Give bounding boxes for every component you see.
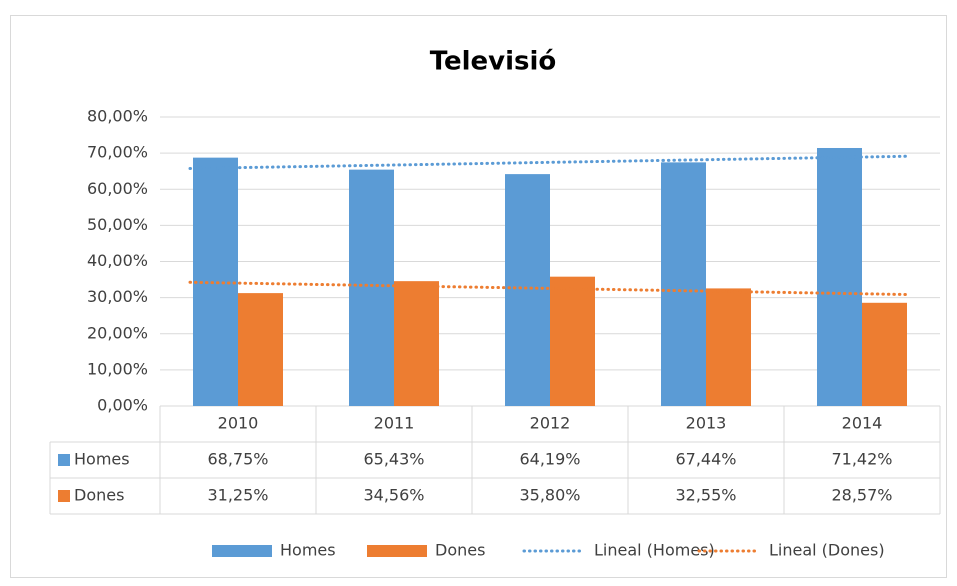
table-legend-key — [58, 490, 70, 502]
bar — [238, 293, 283, 406]
bar — [349, 169, 394, 406]
bar — [550, 276, 595, 406]
table-value: 31,25% — [207, 486, 268, 505]
table-value: 68,75% — [207, 450, 268, 469]
x-tick-label: 2013 — [686, 414, 727, 433]
table-value: 71,42% — [831, 450, 892, 469]
bar — [505, 174, 550, 406]
y-tick-label: 60,00% — [87, 179, 148, 198]
table-value: 34,56% — [363, 486, 424, 505]
legend-label: Lineal (Dones) — [769, 541, 885, 560]
legend-swatch — [212, 545, 272, 557]
legend-label: Homes — [280, 541, 336, 560]
table-value: 35,80% — [519, 486, 580, 505]
chart-title: Televisió — [430, 47, 557, 77]
y-tick-label: 50,00% — [87, 215, 148, 234]
x-tick-label: 2012 — [530, 414, 571, 433]
x-tick-label: 2014 — [842, 414, 883, 433]
legend-swatch — [367, 545, 427, 557]
x-tick-label: 2010 — [218, 414, 259, 433]
x-tick-label: 2011 — [374, 414, 415, 433]
bar — [706, 288, 751, 406]
table-series-name: Homes — [74, 450, 130, 469]
bar — [862, 302, 907, 406]
table-value: 32,55% — [675, 486, 736, 505]
y-tick-label: 40,00% — [87, 251, 148, 270]
bar — [394, 281, 439, 406]
bar — [817, 147, 862, 407]
legend-label: Dones — [435, 541, 485, 560]
table-legend-key — [58, 454, 70, 466]
trendline — [188, 154, 912, 170]
y-tick-label: 80,00% — [87, 107, 148, 126]
y-tick-label: 30,00% — [87, 287, 148, 306]
y-tick-label: 20,00% — [87, 323, 148, 342]
y-tick-label: 70,00% — [87, 143, 148, 162]
table-value: 65,43% — [363, 450, 424, 469]
bar — [661, 162, 706, 406]
chart-border — [10, 15, 947, 578]
y-tick-label: 0,00% — [97, 396, 148, 415]
table-value: 67,44% — [675, 450, 736, 469]
legend-label: Lineal (Homes) — [594, 541, 715, 560]
table-series-name: Dones — [74, 486, 124, 505]
table-value: 64,19% — [519, 450, 580, 469]
table-value: 28,57% — [831, 486, 892, 505]
y-tick-label: 10,00% — [87, 359, 148, 378]
trendline — [188, 280, 912, 297]
